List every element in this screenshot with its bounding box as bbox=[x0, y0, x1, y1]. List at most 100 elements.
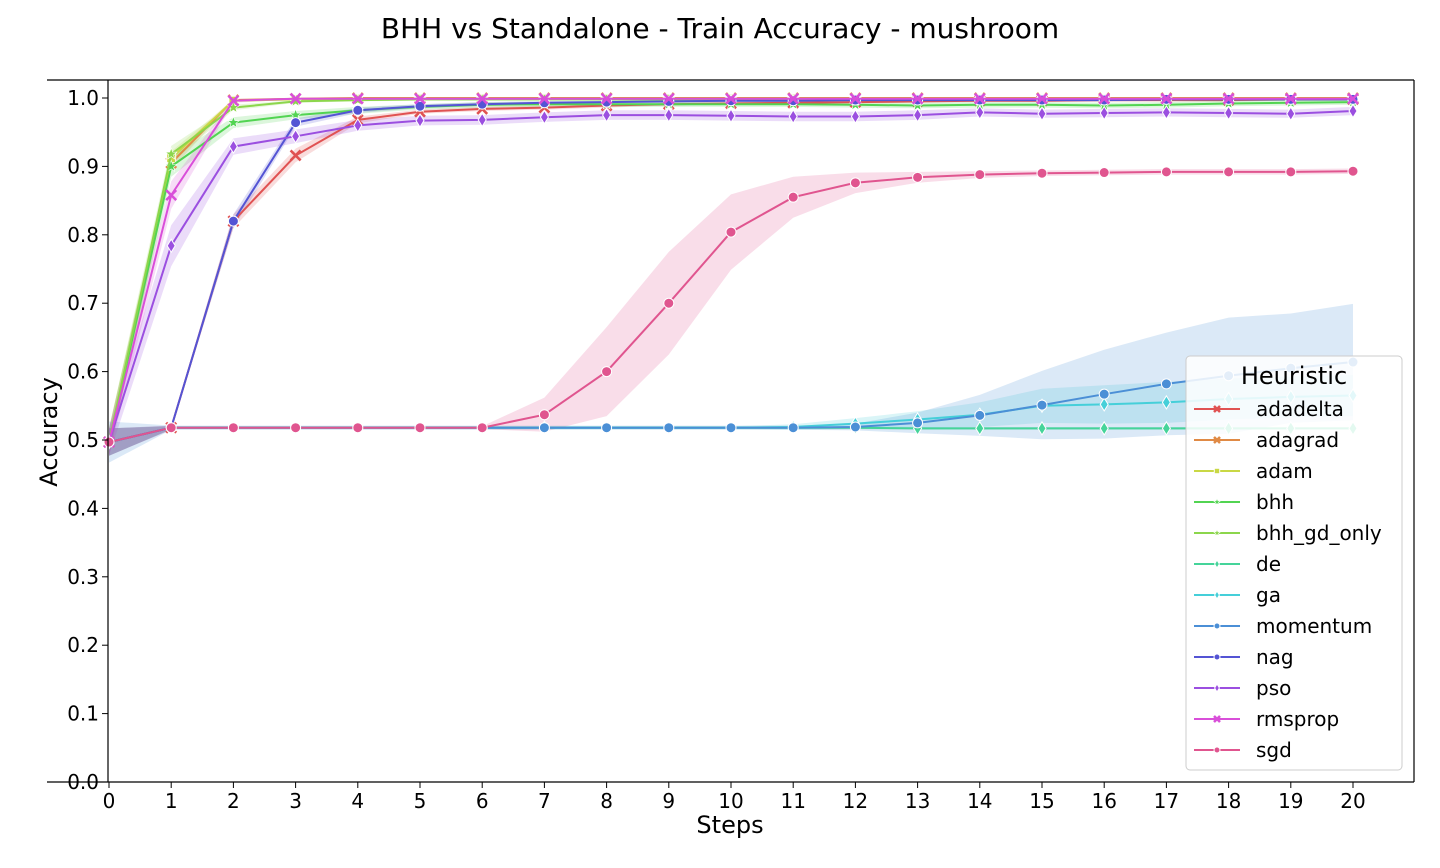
point-rmsprop bbox=[1284, 92, 1297, 105]
point-sgd bbox=[1160, 166, 1172, 178]
marker-stroke bbox=[1347, 92, 1359, 105]
marker-stroke bbox=[662, 92, 675, 105]
x-tick-label: 12 bbox=[843, 789, 868, 813]
legend-label: rmsprop bbox=[1256, 707, 1339, 731]
point-nag bbox=[352, 104, 364, 116]
point-momentum bbox=[601, 422, 613, 434]
point-sgd bbox=[290, 422, 302, 434]
point-pso bbox=[291, 128, 301, 144]
legend-marker bbox=[1213, 467, 1221, 475]
point-sgd bbox=[1098, 167, 1110, 179]
point-sgd bbox=[414, 422, 426, 434]
point-rmsprop bbox=[227, 94, 240, 107]
point-sgd bbox=[663, 297, 675, 309]
y-tick-label: 0.0 bbox=[67, 770, 99, 794]
point-rmsprop bbox=[351, 92, 364, 105]
legend-label: adagrad bbox=[1256, 428, 1339, 452]
y-tick-label: 0.5 bbox=[67, 428, 99, 452]
legend-item-bhh_gd_only: bhh_gd_only bbox=[1194, 521, 1382, 545]
marker-stroke bbox=[538, 92, 551, 105]
legend-item-bhh: bhh bbox=[1194, 490, 1294, 514]
legend-label: sgd bbox=[1256, 738, 1292, 762]
point-rmsprop bbox=[1036, 92, 1048, 105]
series-lines bbox=[102, 92, 1360, 450]
x-tick-label: 9 bbox=[662, 789, 675, 813]
point-momentum bbox=[538, 422, 550, 434]
marker-stroke bbox=[973, 92, 986, 105]
point-momentum bbox=[974, 409, 986, 421]
y-tick-label: 0.9 bbox=[67, 154, 99, 178]
marker-stroke bbox=[725, 92, 737, 105]
legend-item-adagrad: adagrad bbox=[1194, 428, 1339, 452]
point-nag bbox=[227, 215, 239, 227]
x-tick-label: 14 bbox=[967, 789, 992, 813]
legend-label: bhh bbox=[1256, 490, 1294, 514]
point-sgd bbox=[974, 169, 986, 181]
point-rmsprop bbox=[1222, 92, 1235, 105]
point-momentum bbox=[725, 422, 737, 434]
point-momentum bbox=[1036, 399, 1048, 411]
x-tick-label: 8 bbox=[600, 789, 613, 813]
series-sgd bbox=[103, 165, 1359, 448]
axes: 0.00.10.20.30.40.50.60.70.80.91.00 1 2 3 4 5 6… bbox=[47, 79, 1415, 813]
point-momentum bbox=[849, 421, 861, 433]
y-tick-label: 0.1 bbox=[67, 702, 99, 726]
point-pso bbox=[602, 107, 612, 123]
legend: Heuristic adadelta adagrad adam bhh bhh_gd_on… bbox=[1185, 355, 1403, 771]
legend-item-adadelta: adadelta bbox=[1194, 397, 1344, 421]
y-tick-label: 0.2 bbox=[67, 633, 99, 657]
point-momentum bbox=[1098, 388, 1110, 400]
marker-stroke bbox=[1160, 92, 1173, 105]
point-pso bbox=[477, 112, 487, 128]
legend-item-adam: adam bbox=[1194, 459, 1313, 483]
legend-label: adam bbox=[1256, 459, 1313, 483]
legend-marker bbox=[1213, 653, 1221, 661]
point-sgd bbox=[601, 366, 613, 378]
legend-item-pso: pso bbox=[1194, 676, 1291, 700]
point-pso bbox=[726, 108, 736, 124]
x-tick-label: 20 bbox=[1340, 789, 1365, 813]
point-pso bbox=[975, 104, 985, 120]
point-nag bbox=[414, 100, 426, 112]
point-bhh_gd_only bbox=[164, 147, 178, 160]
point-sgd bbox=[1036, 167, 1048, 179]
marker-stroke bbox=[1213, 405, 1221, 413]
legend-item-sgd: sgd bbox=[1194, 738, 1292, 762]
marker-stroke bbox=[1098, 92, 1111, 105]
point-bhh bbox=[226, 115, 240, 129]
marker-stroke bbox=[1213, 436, 1221, 444]
point-rmsprop bbox=[476, 92, 489, 105]
band-ga bbox=[109, 375, 1353, 456]
marker-stroke bbox=[289, 149, 302, 162]
point-pso bbox=[415, 113, 425, 129]
point-pso bbox=[788, 109, 798, 124]
legend-marker bbox=[1212, 497, 1222, 506]
legend-marker bbox=[1213, 622, 1221, 630]
x-tick-label: 13 bbox=[905, 789, 930, 813]
point-rmsprop bbox=[600, 92, 613, 105]
point-pso bbox=[1286, 106, 1296, 122]
point-pso bbox=[1037, 106, 1047, 122]
y-tick-label: 0.4 bbox=[67, 496, 99, 520]
marker-stroke bbox=[289, 92, 302, 105]
legend-label: de bbox=[1256, 552, 1281, 576]
point-rmsprop bbox=[849, 92, 862, 105]
x-tick-label: 2 bbox=[227, 789, 240, 813]
point-nag bbox=[290, 117, 302, 129]
point-pso bbox=[1348, 103, 1358, 119]
point-rmsprop bbox=[973, 92, 986, 105]
chart-title: BHH vs Standalone - Train Accuracy - mus… bbox=[381, 12, 1059, 45]
point-sgd bbox=[165, 422, 177, 434]
legend-label: adadelta bbox=[1256, 397, 1344, 421]
point-pso bbox=[1161, 104, 1171, 120]
x-tick-label: 6 bbox=[476, 789, 489, 813]
legend-marker bbox=[1214, 683, 1220, 693]
point-pso bbox=[850, 109, 860, 124]
point-sgd bbox=[538, 409, 550, 421]
x-tick-label: 17 bbox=[1154, 789, 1179, 813]
x-axis-label: Steps bbox=[696, 811, 763, 839]
legend-marker bbox=[1213, 746, 1221, 754]
point-rmsprop bbox=[538, 92, 551, 105]
